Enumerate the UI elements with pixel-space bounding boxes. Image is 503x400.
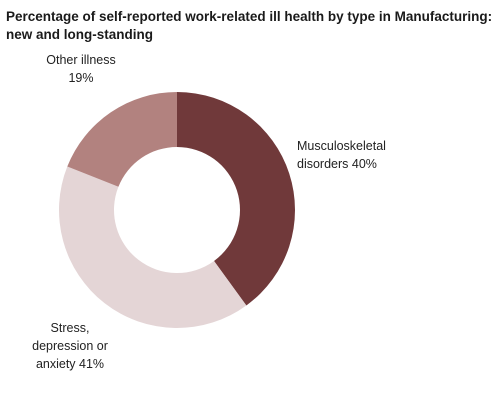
slice-label-other-illness-line-2: 19% <box>68 71 94 85</box>
slice-label-stress-line-1: Stress, <box>50 321 90 335</box>
chart-title: Percentage of self-reported work-related… <box>6 8 498 44</box>
donut-slice-other-illness <box>67 92 177 187</box>
slice-label-stress-line-3: anxiety 41% <box>35 357 105 371</box>
slice-label-stress-line-2: depression or <box>32 339 108 353</box>
chart-title-line-2: new and long-standing <box>6 27 153 42</box>
donut-slice-musculoskeletal <box>177 92 296 306</box>
slice-label-musculoskeletal: Musculoskeletal disorders 40% <box>297 137 407 173</box>
slice-label-musculoskeletal-line-1: Musculoskeletal <box>297 139 386 153</box>
chart-title-line-1: Percentage of self-reported work-related… <box>6 9 493 24</box>
donut-slices <box>59 92 296 328</box>
slice-label-other-illness-line-1: Other illness <box>46 53 116 67</box>
slice-label-musculoskeletal-line-2: disorders 40% <box>297 157 377 171</box>
slice-label-other-illness: Other illness 19% <box>36 51 126 87</box>
donut-slice-stress <box>59 166 247 328</box>
slice-label-stress: Stress, depression or anxiety 41% <box>20 319 120 373</box>
